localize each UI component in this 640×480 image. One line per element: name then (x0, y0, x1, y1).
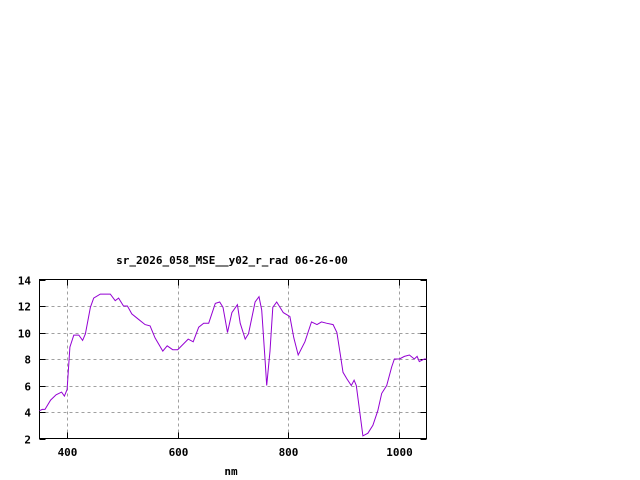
y-tick-label: 8 (24, 354, 31, 367)
series-line (39, 293, 427, 437)
x-tick-label: 400 (58, 446, 78, 459)
y-tick-label: 6 (24, 381, 31, 394)
x-tick-label: 600 (169, 446, 189, 459)
ticks: 2 4 6 8 10 12 14 400 600 800 1000 (18, 275, 427, 459)
y-tick-label: 4 (24, 407, 31, 420)
y-tick-label: 12 (18, 301, 31, 314)
x-tick-label: 800 (279, 446, 299, 459)
y-tick-label: 2 (24, 434, 31, 447)
y-tick-label: 10 (18, 328, 31, 341)
y-tick-label: 14 (18, 275, 32, 288)
x-tick-label: 1000 (386, 446, 413, 459)
chart-title: sr_2026_058_MSE__y02_r_rad 06-26-00 (116, 254, 348, 267)
grid-lines (39, 279, 427, 439)
x-axis-label: nm (224, 465, 238, 478)
